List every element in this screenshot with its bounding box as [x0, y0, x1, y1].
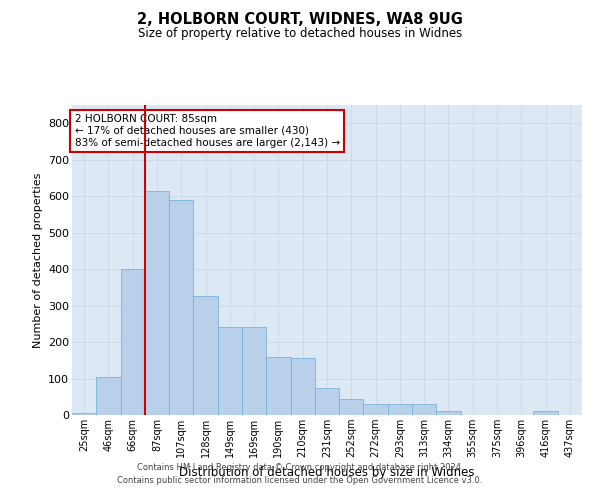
- Bar: [193, 296, 218, 415]
- X-axis label: Distribution of detached houses by size in Widnes: Distribution of detached houses by size …: [179, 466, 475, 478]
- Y-axis label: Number of detached properties: Number of detached properties: [32, 172, 43, 348]
- Bar: [266, 356, 290, 415]
- Bar: [364, 404, 388, 415]
- Bar: [96, 376, 121, 415]
- Bar: [169, 200, 193, 415]
- Bar: [388, 404, 412, 415]
- Bar: [242, 328, 266, 415]
- Bar: [436, 412, 461, 415]
- Bar: [72, 413, 96, 415]
- Bar: [290, 358, 315, 415]
- Text: Contains HM Land Registry data © Crown copyright and database right 2024.: Contains HM Land Registry data © Crown c…: [137, 464, 463, 472]
- Bar: [339, 398, 364, 415]
- Bar: [412, 404, 436, 415]
- Bar: [315, 388, 339, 415]
- Bar: [145, 190, 169, 415]
- Text: Contains public sector information licensed under the Open Government Licence v3: Contains public sector information licen…: [118, 476, 482, 485]
- Bar: [121, 269, 145, 415]
- Text: 2 HOLBORN COURT: 85sqm
← 17% of detached houses are smaller (430)
83% of semi-de: 2 HOLBORN COURT: 85sqm ← 17% of detached…: [74, 114, 340, 148]
- Bar: [533, 412, 558, 415]
- Text: Size of property relative to detached houses in Widnes: Size of property relative to detached ho…: [138, 28, 462, 40]
- Text: 2, HOLBORN COURT, WIDNES, WA8 9UG: 2, HOLBORN COURT, WIDNES, WA8 9UG: [137, 12, 463, 28]
- Bar: [218, 328, 242, 415]
